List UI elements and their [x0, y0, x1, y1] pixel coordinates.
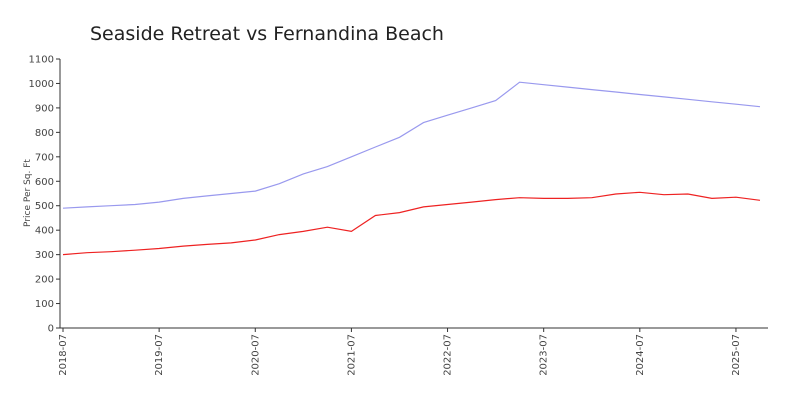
y-tick-label: 300	[35, 250, 54, 261]
x-tick-label: 2023-07	[539, 334, 550, 376]
chart-title: Seaside Retreat vs Fernandina Beach	[90, 23, 444, 45]
x-tick-label: 2020-07	[250, 334, 261, 376]
y-axis-label: Price Per Sq. Ft	[23, 159, 33, 227]
x-tick-label: 2019-07	[154, 334, 165, 376]
series-line	[62, 191, 761, 256]
x-tick-label: 2018-07	[58, 334, 69, 376]
y-tick-label: 600	[35, 177, 54, 188]
x-tick-label: 2024-07	[635, 334, 646, 376]
y-tick-label: 400	[35, 226, 54, 237]
y-tick-label: 100	[35, 299, 54, 310]
y-tick-label: 800	[35, 128, 54, 139]
y-tick-label: 1000	[29, 79, 54, 90]
x-tick-label: 2025-07	[731, 334, 742, 376]
x-tick-label: 2022-07	[443, 334, 454, 376]
y-tick-label: 1100	[29, 55, 54, 66]
y-tick-label: 900	[35, 103, 54, 114]
x-tick-label: 2021-07	[346, 334, 357, 376]
y-tick-label: 0	[48, 324, 54, 335]
y-tick-label: 700	[35, 152, 54, 163]
series-line	[62, 81, 761, 209]
y-tick-label: 500	[35, 201, 54, 212]
y-tick-label: 200	[35, 275, 54, 286]
